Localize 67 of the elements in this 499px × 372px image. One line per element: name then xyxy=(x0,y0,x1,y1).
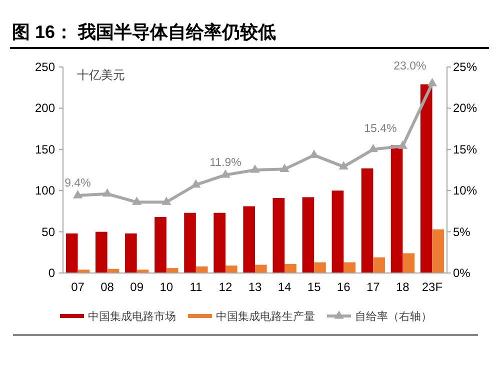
x-tick-label: 14 xyxy=(278,280,292,294)
point xyxy=(398,140,408,149)
x-tick-label: 15 xyxy=(307,280,322,294)
point xyxy=(220,169,230,178)
bar xyxy=(402,253,415,273)
point xyxy=(338,161,348,170)
x-tick-label: 17 xyxy=(366,280,380,294)
x-tick-label: 11 xyxy=(190,280,202,294)
point xyxy=(162,196,172,205)
bar xyxy=(432,229,444,273)
x-tick-label: 16 xyxy=(336,280,351,294)
x-tick-label: 13 xyxy=(248,280,262,294)
point xyxy=(427,78,438,86)
x-tick-label: 08 xyxy=(100,280,114,294)
x-tick-label: 18 xyxy=(396,280,410,294)
data-label: 9.4% xyxy=(64,178,91,190)
legend-label: 中国集成电路市场 xyxy=(88,310,176,323)
bar xyxy=(272,198,285,273)
point xyxy=(72,190,83,198)
y-axis-title: 十亿美元 xyxy=(77,68,125,82)
y-tick-label: 50 xyxy=(42,224,56,239)
bar xyxy=(373,257,385,273)
x-tick-label: 07 xyxy=(71,280,85,294)
point xyxy=(132,196,142,205)
bar xyxy=(225,266,238,273)
bar xyxy=(154,216,166,273)
bar xyxy=(302,197,314,273)
y2-tick-label: 0% xyxy=(453,266,471,280)
point xyxy=(191,179,201,188)
x-tick-label: 23F xyxy=(422,280,443,294)
bar xyxy=(214,212,226,273)
y-tick-label: 200 xyxy=(34,101,56,116)
data-label: 15.4% xyxy=(364,123,397,136)
point xyxy=(368,144,378,152)
point xyxy=(250,164,260,173)
point xyxy=(280,164,290,172)
y2-tick-label: 10% xyxy=(453,184,478,198)
point xyxy=(102,188,112,197)
y2-tick-label: 25% xyxy=(453,60,478,74)
y-tick-label: 100 xyxy=(34,184,56,198)
x-tick-label: 10 xyxy=(160,280,174,294)
bar xyxy=(344,262,356,273)
data-label: 11.9% xyxy=(210,156,242,169)
x-tick-label: 12 xyxy=(218,280,232,294)
y2-tick-label: 20% xyxy=(453,101,478,116)
bar xyxy=(184,212,196,273)
chart-title: 图 16： 我国半导体自给率仍较低 xyxy=(12,22,276,42)
bar xyxy=(66,233,78,273)
bar xyxy=(284,264,296,273)
y2-tick-label: 15% xyxy=(453,142,478,156)
bar xyxy=(314,262,326,273)
y-tick-label: 150 xyxy=(34,142,56,156)
bar xyxy=(95,232,108,273)
x-tick-label: 09 xyxy=(130,280,144,294)
bar xyxy=(390,145,403,273)
y-tick-label: 0 xyxy=(48,266,56,280)
y2-tick-label: 5% xyxy=(453,224,471,239)
bar xyxy=(361,168,374,273)
bar xyxy=(125,233,137,273)
legend-label: 中国集成电路生产量 xyxy=(216,310,315,323)
bar xyxy=(420,84,432,273)
y-tick-label: 250 xyxy=(34,60,56,74)
data-label: 23.0% xyxy=(394,60,426,72)
bar xyxy=(332,190,344,273)
bar xyxy=(255,264,267,273)
bar xyxy=(243,206,255,273)
legend-label: 自给率（右轴） xyxy=(355,310,432,323)
